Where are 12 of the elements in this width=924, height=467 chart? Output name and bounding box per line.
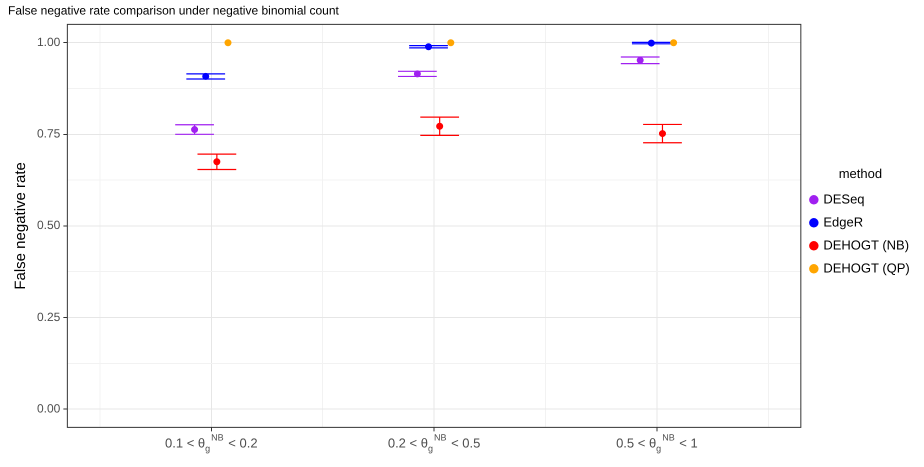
y-tick-label: 0.50 (36, 218, 61, 232)
y-tick-label: 0.75 (36, 126, 61, 141)
chart-title: False negative rate comparison under negative binomial count (8, 4, 340, 18)
legend-label: DESeq (823, 191, 865, 206)
legend-title: method (838, 166, 882, 181)
legend-label: DEHOGT (QP) (823, 260, 910, 276)
legend-label: DEHOGT (NB) (823, 237, 910, 252)
y-axis-title: False negative rate (12, 162, 30, 290)
legend-label: EdgeR (823, 214, 864, 230)
y-tick-label: 1.00 (36, 35, 61, 50)
y-tick-label: 0.25 (36, 310, 61, 324)
y-tick-label: 0.00 (36, 401, 61, 416)
